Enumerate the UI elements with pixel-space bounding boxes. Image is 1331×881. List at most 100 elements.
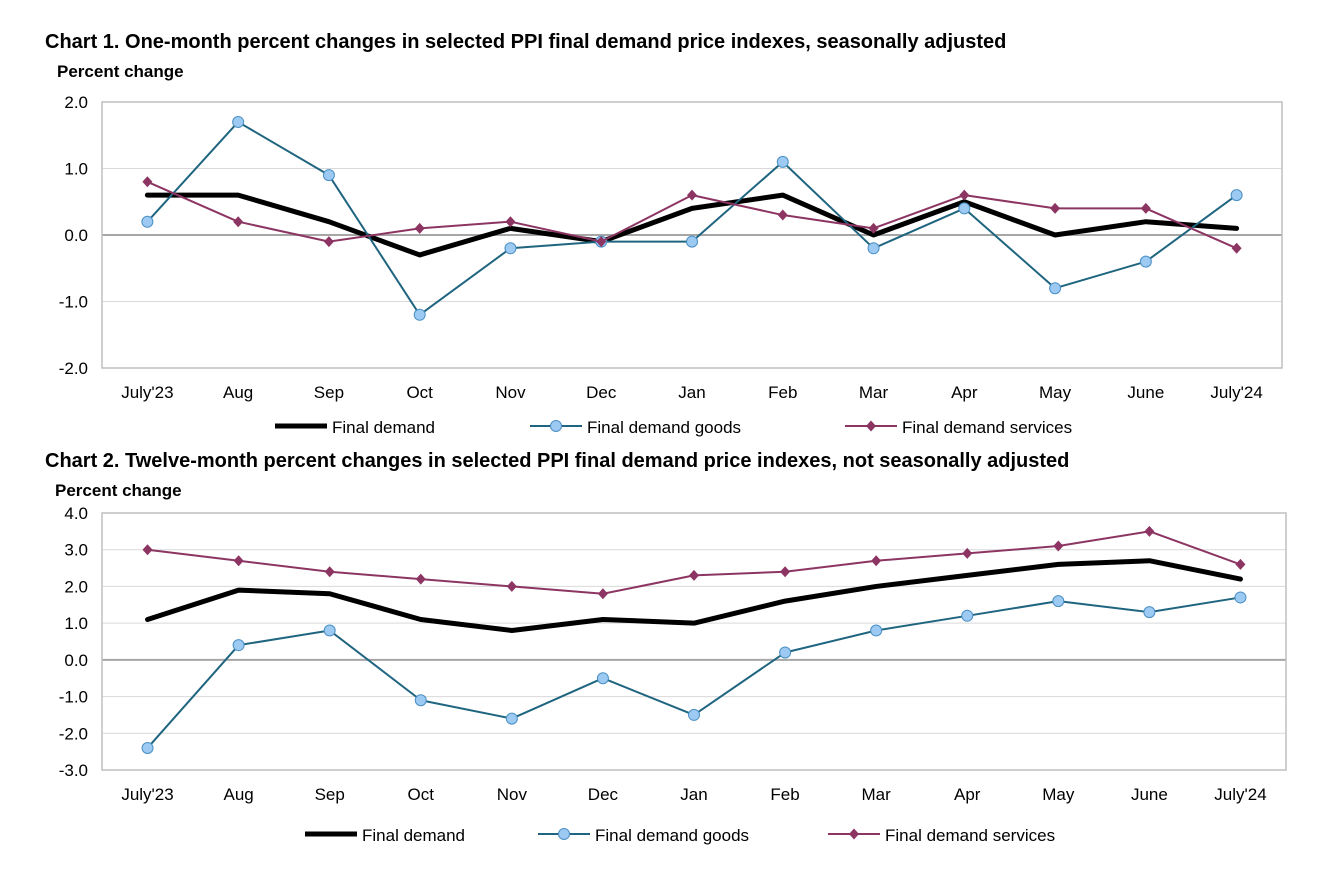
series-line [145, 558, 1243, 633]
data-point [868, 222, 879, 234]
data-point [413, 308, 426, 321]
chart-2: Chart 2. Twelve-month percent changes in… [45, 450, 1287, 845]
x-tick-label: Aug [223, 785, 253, 804]
x-tick-label: June [1131, 785, 1168, 804]
data-point [1231, 242, 1242, 254]
x-tick-label: Jan [678, 383, 705, 402]
y-tick-label: -2.0 [59, 359, 88, 378]
y-tick-label: 0.0 [64, 226, 88, 245]
data-point [871, 555, 882, 567]
x-tick-label: Sep [314, 383, 344, 402]
data-point [596, 236, 607, 248]
series-final-demand-services [142, 525, 1246, 600]
x-tick-label: Aug [223, 383, 253, 402]
x-tick-label: Jan [680, 785, 707, 804]
x-tick-label: Mar [862, 785, 892, 804]
x-tick-label: Dec [588, 785, 619, 804]
data-point [1140, 202, 1151, 214]
data-point [597, 588, 608, 600]
x-tick-label: Nov [495, 383, 526, 402]
legend-label: Final demand services [885, 826, 1055, 845]
legend-label: Final demand services [902, 418, 1072, 437]
data-point [142, 544, 153, 556]
plot-area-border [101, 512, 1287, 771]
data-point [141, 215, 154, 228]
series-line [146, 596, 1242, 749]
x-tick-label: Nov [497, 785, 528, 804]
legend: Final demand Final demand goods Final dema… [305, 826, 1055, 845]
series-final-demand-goods [141, 591, 1247, 754]
chart-1: Chart 1. One-month percent changes in se… [45, 31, 1283, 437]
y-tick-label: 2.0 [64, 577, 88, 596]
series-final-demand [144, 192, 1240, 258]
data-point [687, 189, 697, 201]
y-tick-label: -2.0 [59, 724, 88, 743]
x-tick-label: May [1042, 785, 1075, 804]
data-point [1139, 255, 1152, 268]
data-point [1234, 591, 1247, 604]
data-point [958, 202, 971, 215]
legend: Final demand Final demand goods Final dema… [275, 418, 1072, 437]
x-tick-label: Mar [859, 383, 889, 402]
data-point [776, 155, 789, 168]
data-point [506, 580, 517, 592]
y-tick-label: 4.0 [64, 504, 88, 523]
data-point [1230, 189, 1243, 202]
x-tick-label: Apr [954, 785, 981, 804]
x-tick-label: May [1039, 383, 1072, 402]
x-tick-label: Sep [315, 785, 345, 804]
data-point [323, 236, 334, 248]
data-point [1143, 606, 1156, 619]
y-tick-label: 0.0 [64, 651, 88, 670]
legend-label: Final demand goods [587, 418, 741, 437]
plot-area-border [101, 101, 1283, 369]
data-point [141, 741, 154, 754]
x-tick-label: Apr [951, 383, 978, 402]
data-point [1052, 595, 1065, 608]
x-tick-label: July'24 [1210, 383, 1262, 402]
data-point [1049, 282, 1062, 295]
data-point [780, 566, 791, 578]
y-tick-label: -1.0 [59, 293, 88, 312]
data-point [233, 555, 244, 567]
data-point [1053, 540, 1064, 552]
x-tick-label: July'23 [121, 785, 173, 804]
series-final-demand [145, 558, 1243, 633]
x-tick-label: Feb [770, 785, 799, 804]
legend-marker [558, 828, 570, 840]
y-tick-label: 2.0 [64, 93, 88, 112]
data-point [777, 209, 788, 221]
data-point [1235, 558, 1246, 570]
x-tick-label: Feb [768, 383, 797, 402]
x-tick-label: July'24 [1214, 785, 1266, 804]
y-tick-label: 3.0 [64, 541, 88, 560]
data-point [505, 712, 518, 725]
data-point [414, 222, 425, 234]
data-point [232, 115, 245, 128]
legend-marker [550, 420, 562, 432]
data-point [686, 235, 698, 248]
legend-label: Final demand [332, 418, 435, 437]
data-point [688, 708, 700, 721]
data-point [870, 624, 883, 637]
y-axis-label: Percent change [57, 62, 184, 81]
x-tick-label: Oct [406, 383, 433, 402]
chart-title: Chart 2. Twelve-month percent changes in… [45, 450, 1069, 472]
legend-label: Final demand [362, 826, 465, 845]
data-point [415, 573, 426, 585]
data-point [1050, 202, 1061, 214]
series-line [144, 192, 1240, 258]
data-point [1144, 525, 1155, 537]
data-point [324, 566, 335, 578]
legend-label: Final demand goods [595, 826, 749, 845]
legend-marker [849, 828, 859, 840]
y-tick-label: -3.0 [59, 761, 88, 780]
data-point [959, 189, 970, 201]
data-point [505, 216, 516, 228]
data-point [232, 639, 245, 652]
data-point [504, 242, 517, 255]
data-point [961, 609, 974, 622]
y-axis-label: Percent change [55, 481, 182, 500]
series-final-demand-goods [141, 115, 1243, 321]
